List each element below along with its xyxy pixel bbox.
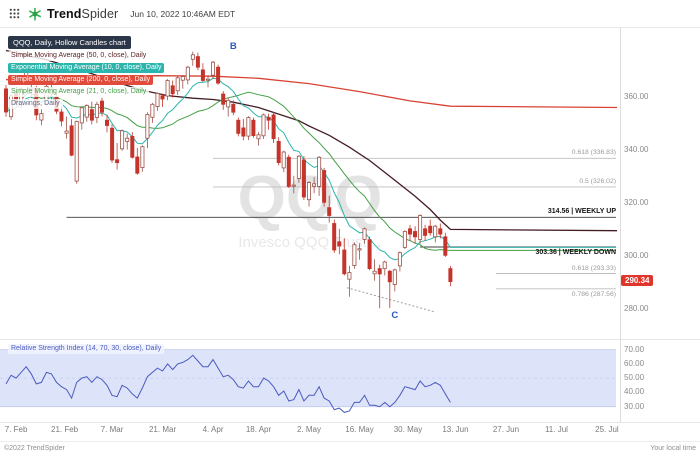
- brand-wordmark: TrendSpider: [47, 7, 118, 21]
- price-tick-label: 320.00: [624, 197, 649, 207]
- time-tick-label: 25. Jul: [595, 425, 619, 434]
- rsi-tick-label: 50.00: [624, 373, 645, 383]
- price-tick-label: 280.00: [624, 303, 649, 313]
- svg-text:C: C: [391, 310, 398, 321]
- time-tick-label: 18. Apr: [245, 425, 272, 434]
- apps-menu-icon[interactable]: [9, 8, 20, 19]
- rsi-tick-label: 70.00: [624, 344, 645, 354]
- trendspider-logo-icon[interactable]: [28, 7, 42, 21]
- chart-timestamp: Jun 10, 2022 10:46AM EDT: [130, 9, 236, 19]
- legend-item-sma21[interactable]: Simple Moving Average (21, 0, close), Da…: [8, 87, 150, 97]
- time-tick-label: 2. May: [296, 425, 321, 434]
- time-tick-label: 27. Jun: [492, 425, 520, 434]
- top-toolbar: TrendSpider Jun 10, 2022 10:46AM EDT: [0, 0, 700, 28]
- current-price-badge: 290.34: [621, 275, 654, 287]
- time-tick-label: 21. Feb: [51, 425, 79, 434]
- price-tick-label: 360.00: [624, 91, 649, 101]
- price-axis-border: [620, 28, 621, 422]
- legend-item-sma50[interactable]: Simple Moving Average (50, 0, close), Da…: [8, 51, 150, 61]
- rsi-tick-label: 40.00: [624, 387, 645, 397]
- price-axis[interactable]: 360.00 340.00 320.00 300.00 280.00 70.00 60.00…: [621, 28, 700, 422]
- time-tick-label: 11. Jul: [544, 425, 568, 434]
- time-axis[interactable]: 7. Feb 21. Feb 7. Mar 21. Mar 4. Apr 18. Apr 2…: [0, 425, 620, 437]
- svg-text:B: B: [230, 41, 237, 52]
- status-bar: ©2022 TrendSpider Your local time: [0, 441, 700, 455]
- legend-item-ema10[interactable]: Exponential Moving Average (10, 0, close…: [8, 63, 165, 73]
- time-tick-label: 13. Jun: [442, 425, 469, 434]
- time-tick-label: 7. Mar: [100, 425, 124, 434]
- legend-item-rsi[interactable]: Relative Strength Index (14, 70, 30, clo…: [8, 344, 165, 354]
- brand-trend: Trend: [47, 6, 82, 21]
- time-tick-label: 16. May: [345, 425, 374, 434]
- copyright-text: ©2022 TrendSpider: [4, 445, 65, 452]
- legend-item-drawings[interactable]: Drawings, Daily: [8, 99, 63, 109]
- price-tick-label: 340.00: [624, 144, 649, 154]
- time-tick-label: 30. May: [393, 425, 423, 434]
- local-time-note[interactable]: Your local time: [650, 445, 696, 452]
- time-tick-label: 4. Apr: [202, 425, 224, 434]
- time-tick-label: 21. Mar: [148, 425, 177, 434]
- axis-divider: [0, 422, 700, 423]
- rsi-tick-label: 30.00: [624, 401, 645, 411]
- price-tick-label: 300.00: [624, 250, 649, 260]
- legend-item-sma200[interactable]: Simple Moving Average (200, 0, close), D…: [8, 75, 154, 85]
- brand-spider: Spider: [81, 6, 119, 21]
- rsi-tick-label: 60.00: [624, 358, 645, 368]
- time-tick-label: 7. Feb: [4, 425, 28, 434]
- panel-divider: [0, 339, 700, 340]
- chart-symbol-chip[interactable]: QQQ, Daily, Hollow Candles chart: [8, 36, 131, 49]
- rsi-chart-canvas[interactable]: [0, 341, 622, 421]
